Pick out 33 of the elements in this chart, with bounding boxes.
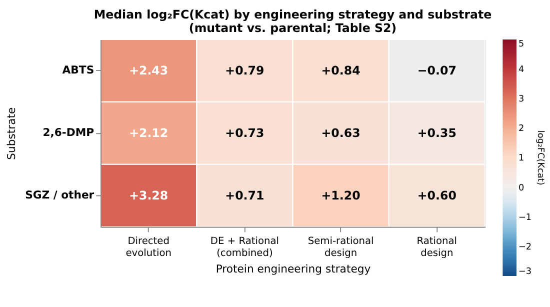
x-tick-label: DE + Rational (combined) [210,236,279,259]
x-tick-label: Semi-rational design [308,236,374,259]
y-axis-title: Substrate [5,107,18,160]
color-bar-title: log₂FC(Kcat) [535,130,546,186]
data-label: +0.60 [417,188,456,202]
color-bar-label: 3 [518,94,524,105]
data-label: +2.43 [129,64,168,78]
color-bar-label: −2 [518,242,532,252]
data-label: +0.73 [225,126,264,140]
color-bar-label: 5 [518,39,524,50]
data-label: +0.79 [225,64,264,78]
chart-title: Median log₂FC(Kcat) by engineering strategy and substrate [94,7,492,22]
chart-subtitle: (mutant vs. parental; Table S2) [188,21,397,36]
color-bar-label: 0 [518,183,524,194]
color-bar-label: 2 [518,124,524,134]
x-tick-label: Rational design [416,236,458,259]
data-label: +0.71 [225,188,264,202]
x-tick-label: Directed evolution [126,236,172,259]
color-bar-label: −3 [518,267,532,278]
y-tick-label: ABTS [62,64,94,77]
x-axis-title: Protein engineering strategy [216,262,372,276]
data-label: +0.63 [321,126,360,140]
data-label: +3.28 [129,188,168,202]
color-bar-label: 1 [518,154,524,164]
data-label: +2.12 [129,126,168,140]
data-label: +0.84 [321,64,360,78]
color-bar-label: 4 [518,65,524,76]
color-bar-label: −1 [518,212,532,223]
y-tick-label: SGZ / other [25,188,95,202]
y-tick-label: 2,6-DMP [42,126,94,140]
data-label: +0.35 [417,126,456,140]
data-label: +1.20 [321,188,360,202]
data-label: −0.07 [417,64,456,78]
